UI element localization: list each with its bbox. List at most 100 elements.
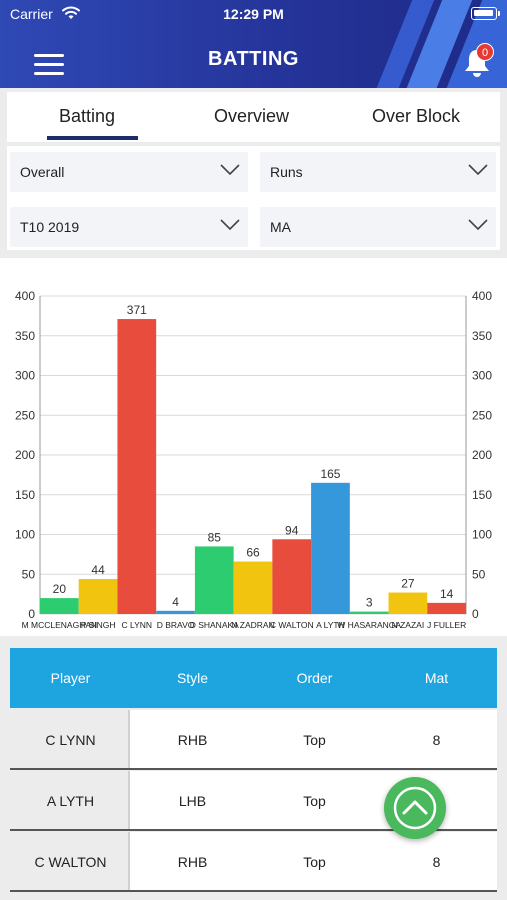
y-tick-label-right: 250 (472, 408, 492, 422)
column-header-style[interactable]: Style (176, 670, 209, 686)
battery-icon (471, 7, 500, 20)
x-tick-label: C WALTON (270, 620, 314, 630)
player-cell-bg (10, 771, 130, 829)
data-label: 165 (320, 467, 340, 481)
tab-over-block[interactable]: Over Block (372, 106, 461, 126)
runs-chart: 0 0 50 50 100 100 150 150 200 200 250 250 300 300 350 3… (0, 258, 507, 636)
y-tick-label-right: 150 (472, 488, 492, 502)
y-tick-label-left: 400 (15, 289, 35, 303)
bar (272, 539, 312, 614)
chevron-down-icon (220, 219, 240, 231)
column-header-order[interactable]: Order (296, 670, 333, 686)
order-cell: Top (303, 793, 326, 809)
data-label: 3 (366, 596, 373, 610)
metric-dropdown-value: Runs (270, 164, 303, 180)
data-label: 94 (285, 523, 299, 537)
player-cell-bg (10, 710, 130, 768)
x-tick-label: C LYNN (122, 620, 153, 630)
y-tick-label-left: 150 (15, 488, 35, 502)
data-label: 44 (91, 563, 105, 577)
bar (40, 598, 79, 614)
bar (349, 611, 389, 614)
team-dropdown-value: MA (270, 219, 291, 235)
bar (427, 602, 466, 614)
bar (117, 319, 157, 614)
x-tick-label: A LYTH (316, 620, 345, 630)
y-tick-label-right: 50 (472, 567, 486, 581)
data-label: 371 (127, 303, 147, 317)
player-cell-bg (10, 832, 130, 890)
scope-dropdown-value: Overall (20, 164, 65, 180)
x-tick-label: D BRAVO (157, 620, 195, 630)
bar (78, 579, 118, 614)
wifi-icon (62, 6, 80, 19)
notification-badge: 0 (476, 43, 494, 61)
style-cell: RHB (177, 732, 208, 748)
style-cell: RHB (177, 854, 208, 870)
mat-cell: 8 (432, 732, 441, 748)
x-tick-label: W HASARANGA (337, 620, 401, 630)
style-cell: LHB (178, 793, 207, 809)
y-tick-label-left: 200 (15, 448, 35, 462)
y-tick-label-left: 250 (15, 408, 35, 422)
status-bar: Carrier 12:29 PM (0, 0, 507, 28)
tab-bar: Batting Overview Over Block (7, 92, 500, 142)
chevron-down-icon (220, 164, 240, 176)
y-tick-label-right: 100 (472, 528, 492, 542)
bar (388, 592, 428, 614)
runs-bar-chart: 0 0 50 50 100 100 150 150 200 200 250 250 300 300 350 3… (15, 289, 492, 630)
y-tick-label-right: 350 (472, 329, 492, 343)
data-label: 4 (172, 595, 179, 609)
chevron-down-icon (468, 164, 488, 176)
y-tick-label-right: 200 (472, 448, 492, 462)
data-label: 20 (53, 582, 67, 596)
mat-cell: 8 (432, 854, 441, 870)
y-tick-label-left: 50 (22, 567, 36, 581)
carrier-label: Carrier (10, 6, 53, 22)
tournament-dropdown-value: T10 2019 (20, 219, 80, 235)
y-tick-label-right: 0 (472, 607, 479, 621)
order-cell: Top (303, 732, 326, 748)
player-cell: C LYNN (45, 732, 96, 748)
y-tick-label-right: 300 (472, 369, 492, 383)
column-header-mat[interactable]: Mat (424, 670, 449, 686)
y-tick-label-left: 350 (15, 329, 35, 343)
bar (156, 610, 195, 614)
y-tick-label-left: 300 (15, 369, 35, 383)
column-header-player[interactable]: Player (50, 670, 91, 686)
app-header: Carrier 12:29 PM BATTING 0 (0, 0, 507, 88)
metric-dropdown[interactable]: Runs (260, 152, 496, 192)
scroll-top-button[interactable] (384, 777, 446, 839)
y-tick-label-left: 0 (28, 607, 35, 621)
x-tick-label: M MCCLENAGHAN (22, 620, 98, 630)
x-tick-label: N ZADRAN (231, 620, 274, 630)
team-dropdown[interactable]: MA (260, 207, 496, 247)
tournament-dropdown[interactable]: T10 2019 (10, 207, 248, 247)
y-tick-label-right: 400 (472, 289, 492, 303)
y-tick-label-left: 100 (15, 528, 35, 542)
table-header: Player Style Order Mat (10, 648, 497, 708)
filter-panel: Overall Runs T10 2019 MA (7, 146, 500, 250)
page-title: BATTING (208, 48, 299, 70)
bar (194, 546, 234, 614)
player-cell: A LYTH (46, 793, 95, 809)
chevron-down-icon (468, 219, 488, 231)
tab-overview[interactable]: Overview (214, 106, 290, 126)
bar (311, 482, 350, 614)
hamburger-icon[interactable] (34, 54, 64, 76)
active-tab-indicator (47, 136, 138, 140)
status-time: 12:29 PM (223, 6, 284, 22)
bar (233, 561, 273, 614)
x-tick-label: N ZAZAI (392, 620, 425, 630)
data-label: 14 (440, 587, 454, 601)
table-row[interactable]: C LYNN RHB Top 8 (10, 710, 497, 770)
scope-dropdown[interactable]: Overall (10, 152, 248, 192)
x-tick-label: P SINGH (81, 620, 116, 630)
player-cell: C WALTON (34, 854, 107, 870)
table-row[interactable]: C WALTON RHB Top 8 (10, 832, 497, 892)
order-cell: Top (303, 854, 326, 870)
x-tick-label: J FULLER (427, 620, 466, 630)
tab-batting[interactable]: Batting (59, 106, 116, 126)
x-tick-label: D SHANAKA (190, 620, 239, 630)
data-label: 27 (401, 577, 415, 591)
